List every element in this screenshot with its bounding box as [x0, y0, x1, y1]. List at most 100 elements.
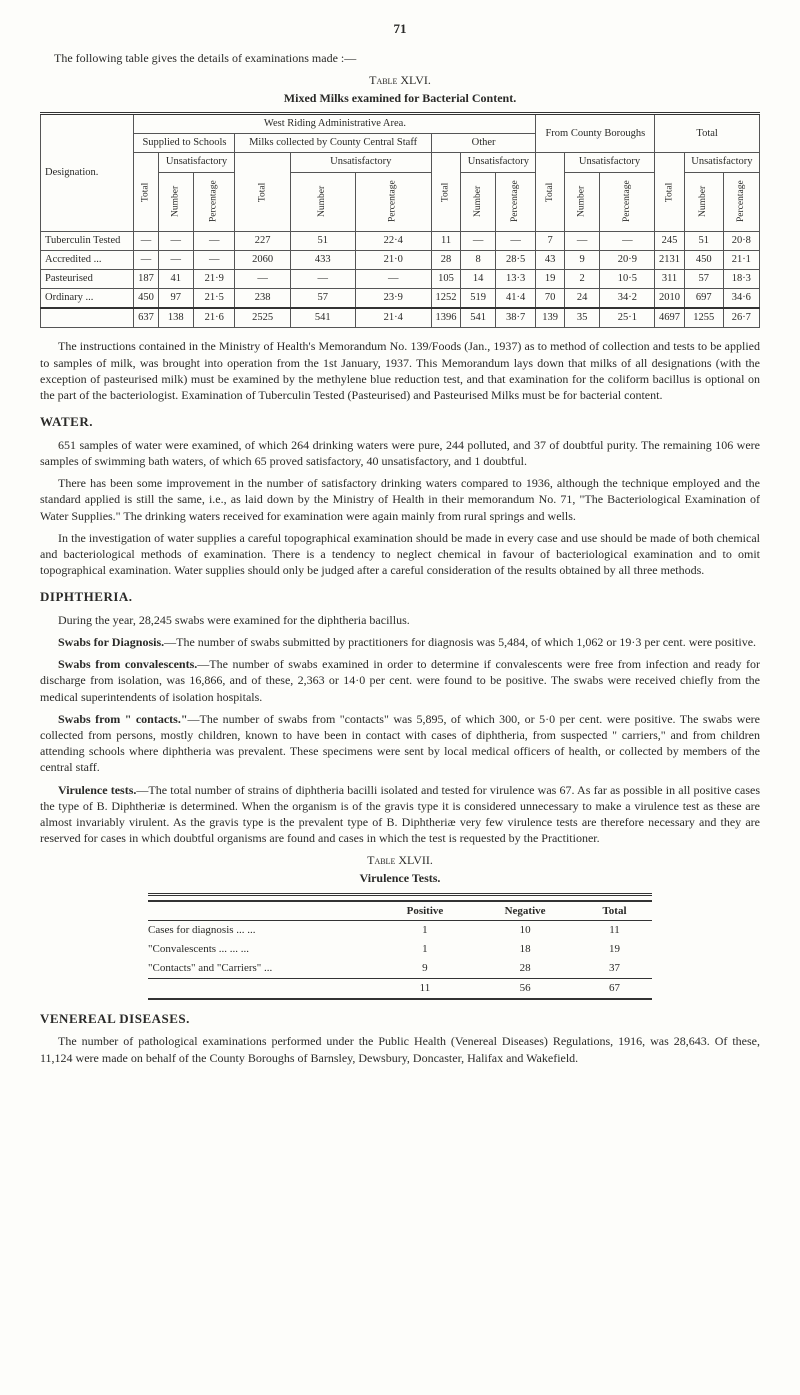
t46-total-cell: 25·1	[600, 308, 655, 328]
t46-cell: —	[564, 231, 600, 250]
t46-col-total-2: Total	[235, 153, 290, 231]
t46-total-cell: 637	[134, 308, 158, 328]
t46-designation-hdr: Designation.	[41, 114, 134, 232]
t46-pct-5: Percentage	[723, 172, 759, 231]
t47-cell: 37	[577, 959, 652, 978]
page-number: 71	[40, 20, 760, 38]
t46-total-cell: 1255	[684, 308, 723, 328]
t46-total-cell: 21·6	[193, 308, 234, 328]
diph-p2-rest: —The number of swabs submitted by practi…	[164, 635, 756, 649]
t46-num-4: Number	[564, 172, 600, 231]
t46-row-name: Accredited ...	[41, 250, 134, 269]
para-after-t46: The instructions contained in the Minist…	[40, 338, 760, 403]
t46-num-3: Number	[461, 172, 496, 231]
t46-num-2: Number	[290, 172, 355, 231]
t46-cell: 8	[461, 250, 496, 269]
t46-total-cell: 38·7	[495, 308, 536, 328]
t46-unsat-5: Unsatisfactory	[684, 153, 759, 172]
t46-unsat-1: Unsatisfactory	[158, 153, 235, 172]
t46-cell: 51	[684, 231, 723, 250]
t46-cell: 7	[536, 231, 564, 250]
t47-cell: 1	[377, 940, 474, 959]
t46-cell: 2131	[655, 250, 684, 269]
t47-h0	[148, 901, 377, 921]
t46-cell: 21·5	[193, 289, 234, 309]
t46-cell: —	[600, 231, 655, 250]
t46-cell: 245	[655, 231, 684, 250]
t46-cell: —	[193, 250, 234, 269]
t46-cell: 450	[134, 289, 158, 309]
t46-col-total-1: Total	[134, 153, 158, 231]
t46-cell: 34·6	[723, 289, 759, 309]
t46-cell: 18·3	[723, 269, 759, 288]
diph-p2: Swabs for Diagnosis.—The number of swabs…	[40, 634, 760, 650]
diph-p2-bold: Swabs for Diagnosis.	[58, 635, 164, 649]
t46-pct-2: Percentage	[355, 172, 431, 231]
t46-cell: 9	[564, 250, 600, 269]
table-xlvi: Designation. West Riding Administrative …	[40, 112, 760, 328]
diph-p5-rest: —The total number of strains of diphther…	[40, 783, 760, 846]
t47-row-label: Cases for diagnosis ... ...	[148, 921, 377, 940]
t46-total-cell: 138	[158, 308, 193, 328]
table47-title: Virulence Tests.	[40, 870, 760, 886]
t46-cell: 57	[290, 289, 355, 309]
t46-cell: 433	[290, 250, 355, 269]
t47-tot-neg: 56	[473, 979, 577, 999]
t47-h3: Total	[577, 901, 652, 921]
t47-row-label: "Contacts" and "Carriers" ...	[148, 959, 377, 978]
t46-cell: 24	[564, 289, 600, 309]
table46-label: Table XLVI.	[40, 72, 760, 88]
t46-total-cell: 35	[564, 308, 600, 328]
water-heading: WATER.	[40, 413, 760, 431]
venereal-heading: VENEREAL DISEASES.	[40, 1010, 760, 1028]
t46-cell: 11	[431, 231, 460, 250]
t46-cell: 23·9	[355, 289, 431, 309]
t46-unsat-3: Unsatisfactory	[461, 153, 536, 172]
water-p2: There has been some improvement in the n…	[40, 475, 760, 524]
t47-tot-pos: 11	[377, 979, 474, 999]
t46-cell: 21·9	[193, 269, 234, 288]
t47-cell: 9	[377, 959, 474, 978]
t47-cell: 28	[473, 959, 577, 978]
table-xlvii: Positive Negative Total Cases for diagno…	[148, 893, 652, 1000]
diph-p5: Virulence tests.—The total number of str…	[40, 782, 760, 847]
t46-total-cell: 21·4	[355, 308, 431, 328]
t46-cell: 105	[431, 269, 460, 288]
diph-p3-bold: Swabs from convalescents.	[58, 657, 197, 671]
t47-h2: Negative	[473, 901, 577, 921]
table46-title: Mixed Milks examined for Bacterial Conte…	[40, 90, 760, 106]
t46-cell: —	[158, 250, 193, 269]
t46-cell: —	[134, 231, 158, 250]
t46-cell: 187	[134, 269, 158, 288]
t46-total-hdr: Total	[655, 114, 760, 153]
t46-cell: 311	[655, 269, 684, 288]
t46-cell: 43	[536, 250, 564, 269]
t46-cell: 34·2	[600, 289, 655, 309]
t46-cell: 21·1	[723, 250, 759, 269]
t46-pct-3: Percentage	[495, 172, 536, 231]
t46-cell: 450	[684, 250, 723, 269]
t46-cell: 519	[461, 289, 496, 309]
t46-total-cell: 541	[290, 308, 355, 328]
t46-col-total-5: Total	[655, 153, 684, 231]
t46-cell: —	[134, 250, 158, 269]
t46-cell: 28	[431, 250, 460, 269]
t46-cell: 13·3	[495, 269, 536, 288]
t46-cell: —	[193, 231, 234, 250]
water-p3: In the investigation of water supplies a…	[40, 530, 760, 579]
t46-cell: 51	[290, 231, 355, 250]
t46-row-name: Ordinary ...	[41, 289, 134, 309]
diph-p4: Swabs from " contacts."—The number of sw…	[40, 711, 760, 776]
t46-cell: 20·9	[600, 250, 655, 269]
t46-col-total-3: Total	[431, 153, 460, 231]
t46-milks-hdr: Milks collected by County Central Staff	[235, 134, 431, 153]
t46-cell: —	[290, 269, 355, 288]
t46-unsat-4: Unsatisfactory	[564, 153, 655, 172]
t46-other-hdr: Other	[431, 134, 536, 153]
t46-cell: 238	[235, 289, 290, 309]
t46-unsat-2: Unsatisfactory	[290, 153, 431, 172]
t46-west-riding-hdr: West Riding Administrative Area.	[134, 114, 536, 134]
diphtheria-heading: DIPHTHERIA.	[40, 588, 760, 606]
t47-h1: Positive	[377, 901, 474, 921]
t46-cell: 28·5	[495, 250, 536, 269]
